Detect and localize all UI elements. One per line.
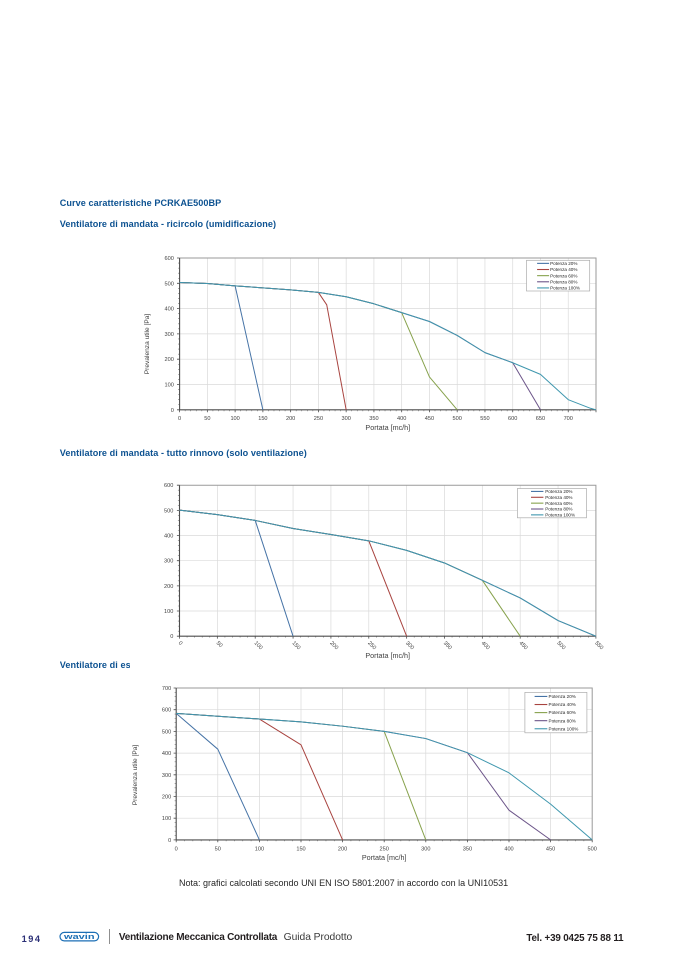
svg-text:Potenza 40%: Potenza 40%: [550, 267, 577, 272]
svg-text:Potenza 80%: Potenza 80%: [549, 718, 576, 723]
svg-text:Prevalenza utile [Pa]: Prevalenza utile [Pa]: [132, 745, 139, 806]
svg-text:500: 500: [164, 508, 173, 514]
svg-text:500: 500: [588, 846, 597, 852]
svg-text:0: 0: [175, 846, 178, 852]
svg-text:100: 100: [165, 383, 174, 389]
svg-text:350: 350: [369, 416, 378, 422]
svg-text:Potenza 100%: Potenza 100%: [549, 726, 579, 731]
svg-text:300: 300: [421, 846, 430, 852]
svg-text:400: 400: [162, 751, 171, 757]
svg-text:Potenza 40%: Potenza 40%: [549, 702, 576, 707]
svg-text:450: 450: [425, 416, 434, 422]
svg-text:250: 250: [366, 640, 377, 651]
svg-text:Potenza 60%: Potenza 60%: [545, 501, 572, 506]
svg-text:500: 500: [453, 416, 462, 422]
svg-text:Portata [mc/h]: Portata [mc/h]: [365, 423, 410, 432]
svg-text:700: 700: [564, 416, 573, 422]
svg-text:250: 250: [314, 416, 323, 422]
svg-text:100: 100: [164, 609, 173, 615]
svg-text:0: 0: [177, 640, 183, 646]
svg-text:400: 400: [164, 534, 173, 540]
svg-text:0: 0: [171, 408, 174, 414]
svg-text:550: 550: [480, 416, 489, 422]
svg-text:200: 200: [165, 357, 174, 363]
svg-text:550: 550: [593, 640, 604, 651]
svg-text:Portata [mc/h]: Portata [mc/h]: [362, 853, 407, 862]
svg-text:Potenza 100%: Potenza 100%: [550, 286, 580, 291]
svg-text:0: 0: [170, 634, 173, 640]
svg-text:100: 100: [253, 640, 264, 651]
svg-text:50: 50: [215, 640, 224, 649]
svg-text:150: 150: [290, 640, 301, 651]
svg-text:650: 650: [536, 416, 545, 422]
svg-text:450: 450: [546, 846, 555, 852]
svg-text:Potenza 60%: Potenza 60%: [549, 710, 576, 715]
svg-text:300: 300: [162, 773, 171, 779]
svg-text:350: 350: [463, 846, 472, 852]
svg-text:300: 300: [404, 640, 415, 651]
svg-text:50: 50: [215, 846, 221, 852]
svg-text:200: 200: [328, 640, 339, 651]
svg-text:200: 200: [162, 795, 171, 801]
svg-text:500: 500: [162, 729, 171, 735]
svg-text:100: 100: [230, 416, 239, 422]
svg-text:300: 300: [165, 332, 174, 338]
svg-text:Potenza 20%: Potenza 20%: [545, 489, 572, 494]
svg-text:300: 300: [341, 416, 350, 422]
svg-text:200: 200: [286, 416, 295, 422]
svg-text:0: 0: [178, 416, 181, 422]
svg-text:Potenza 80%: Potenza 80%: [545, 507, 572, 512]
svg-text:150: 150: [258, 416, 267, 422]
svg-text:wavin: wavin: [63, 932, 95, 941]
svg-text:250: 250: [380, 846, 389, 852]
svg-text:400: 400: [480, 640, 491, 651]
svg-text:200: 200: [164, 584, 173, 590]
svg-text:600: 600: [508, 416, 517, 422]
svg-text:Portata [mc/h]: Portata [mc/h]: [365, 651, 410, 660]
svg-text:600: 600: [165, 256, 174, 262]
svg-text:500: 500: [165, 281, 174, 287]
svg-text:600: 600: [162, 708, 171, 714]
svg-text:400: 400: [397, 416, 406, 422]
svg-text:Prevalenza utile [Pa]: Prevalenza utile [Pa]: [144, 314, 151, 375]
svg-text:400: 400: [165, 307, 174, 313]
svg-text:0: 0: [168, 838, 171, 844]
svg-text:150: 150: [296, 846, 305, 852]
svg-text:450: 450: [518, 640, 529, 651]
svg-text:Potenza 20%: Potenza 20%: [549, 694, 576, 699]
svg-text:Potenza 20%: Potenza 20%: [550, 261, 577, 266]
svg-text:350: 350: [442, 640, 453, 651]
svg-text:700: 700: [162, 686, 171, 692]
svg-text:200: 200: [338, 846, 347, 852]
svg-text:Potenza 100%: Potenza 100%: [545, 512, 575, 517]
svg-text:Potenza 40%: Potenza 40%: [545, 495, 572, 500]
svg-text:600: 600: [164, 483, 173, 489]
svg-text:400: 400: [504, 846, 513, 852]
svg-text:100: 100: [162, 816, 171, 822]
svg-text:500: 500: [555, 640, 566, 651]
svg-text:Potenza 80%: Potenza 80%: [550, 279, 577, 284]
svg-text:100: 100: [255, 846, 264, 852]
svg-text:Potenza 60%: Potenza 60%: [550, 273, 577, 278]
svg-text:50: 50: [204, 416, 210, 422]
svg-text:300: 300: [164, 559, 173, 565]
